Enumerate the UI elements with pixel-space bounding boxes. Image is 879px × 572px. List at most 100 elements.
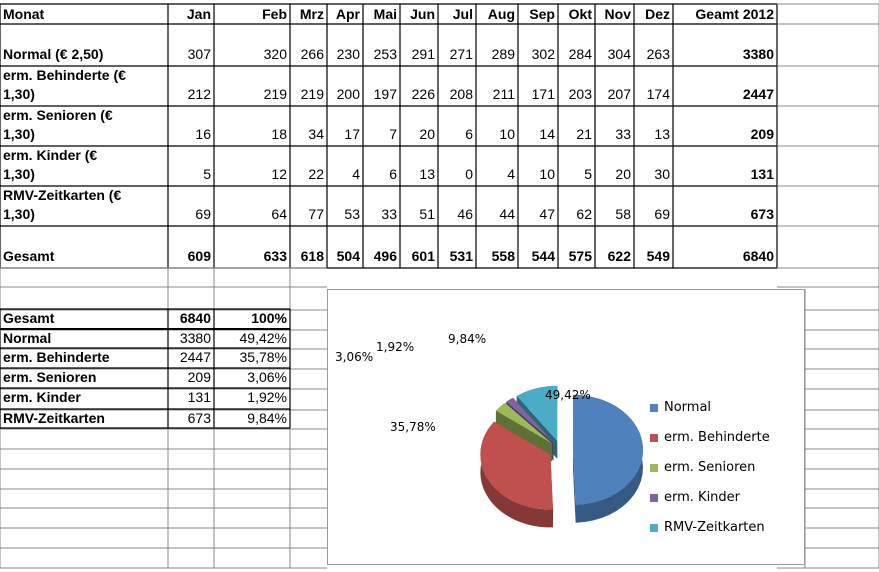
table-cell[interactable]: 7	[389, 126, 397, 142]
table-cell[interactable]: 207	[607, 86, 631, 102]
summary-label[interactable]: erm. Behinderte	[3, 349, 110, 365]
summary-label[interactable]: Gesamt	[3, 310, 55, 326]
table-cell[interactable]: 200	[336, 86, 360, 102]
row-label-line1[interactable]: erm. Kinder (€	[3, 147, 98, 163]
header-mrz[interactable]: Mrz	[299, 6, 324, 22]
table-cell[interactable]: 53	[344, 206, 360, 222]
table-cell[interactable]: 5	[203, 166, 211, 182]
table-cell[interactable]: 226	[411, 86, 435, 102]
pie-slice-normal[interactable]	[572, 394, 643, 505]
row-label-line1[interactable]: RMV-Zeitkarten (€	[3, 187, 122, 203]
table-cell[interactable]: 633	[263, 248, 287, 264]
table-cell[interactable]: 302	[531, 46, 555, 62]
table-cell[interactable]: 284	[568, 46, 592, 62]
table-cell[interactable]: 13	[654, 126, 670, 142]
table-cell[interactable]: 13	[419, 166, 435, 182]
summary-label[interactable]: erm. Senioren	[3, 369, 97, 385]
row-label-line1[interactable]: erm. Behinderte (€	[3, 67, 126, 83]
row-total[interactable]: 2447	[742, 86, 774, 102]
pie-chart[interactable]: 49,42% 35,78% 3,06% 1,92% 9,84% Normal erm. B…	[327, 289, 805, 565]
table-cell[interactable]: 219	[300, 86, 324, 102]
table-cell[interactable]: 14	[539, 126, 555, 142]
table-cell[interactable]: 44	[499, 206, 515, 222]
summary-pct[interactable]: 1,92%	[247, 389, 287, 405]
table-cell[interactable]: 609	[187, 248, 211, 264]
table-cell[interactable]: 622	[607, 248, 631, 264]
table-cell[interactable]: 33	[615, 126, 631, 142]
table-cell[interactable]: 601	[411, 248, 435, 264]
summary-pct[interactable]: 100%	[251, 310, 287, 326]
table-cell[interactable]: 18	[271, 126, 287, 142]
table-cell[interactable]: 544	[531, 248, 555, 264]
summary-value[interactable]: 673	[187, 410, 211, 426]
summary-value[interactable]: 3380	[179, 330, 211, 346]
table-cell[interactable]: 208	[449, 86, 473, 102]
table-cell[interactable]: 4	[507, 166, 515, 182]
table-cell[interactable]: 10	[499, 126, 515, 142]
row-total[interactable]: 209	[750, 126, 774, 142]
table-cell[interactable]: 69	[195, 206, 211, 222]
summary-value[interactable]: 209	[187, 369, 211, 385]
summary-label[interactable]: Normal	[3, 330, 52, 346]
table-cell[interactable]: 171	[531, 86, 555, 102]
summary-value[interactable]: 2447	[179, 349, 211, 365]
table-cell[interactable]: 289	[491, 46, 515, 62]
table-cell[interactable]: 304	[607, 46, 631, 62]
table-cell[interactable]: 549	[646, 248, 670, 264]
table-cell[interactable]: 253	[373, 46, 397, 62]
table-cell[interactable]: 33	[381, 206, 397, 222]
header-sep[interactable]: Sep	[529, 6, 555, 22]
table-cell[interactable]: 219	[263, 86, 287, 102]
table-cell[interactable]: 203	[568, 86, 592, 102]
table-cell[interactable]: 197	[373, 86, 397, 102]
table-cell[interactable]: 62	[576, 206, 592, 222]
row-total[interactable]: 3380	[742, 46, 774, 62]
header-okt[interactable]: Okt	[568, 6, 592, 22]
row-label[interactable]: 1,30)	[3, 166, 35, 182]
pie-slice-rmv-zeitkarten[interactable]	[516, 385, 558, 441]
summary-pct[interactable]: 3,06%	[247, 369, 287, 385]
table-cell[interactable]: 307	[187, 46, 211, 62]
table-cell[interactable]: 6	[389, 166, 397, 182]
table-cell[interactable]: 575	[568, 248, 592, 264]
pie-slice-erm-senioren[interactable]	[495, 402, 553, 444]
header-apr[interactable]: Apr	[335, 6, 360, 22]
row-label[interactable]: Normal (€ 2,50)	[3, 46, 104, 62]
row-total[interactable]: 6840	[742, 248, 774, 264]
summary-pct[interactable]: 49,42%	[239, 330, 287, 346]
row-label[interactable]: 1,30)	[3, 206, 35, 222]
table-cell[interactable]: 21	[576, 126, 592, 142]
table-cell[interactable]: 77	[308, 206, 324, 222]
summary-value[interactable]: 6840	[179, 310, 211, 326]
table-cell[interactable]: 618	[300, 248, 324, 264]
summary-value[interactable]: 131	[187, 389, 211, 405]
table-cell[interactable]: 4	[352, 166, 360, 182]
table-cell[interactable]: 5	[584, 166, 592, 182]
summary-label[interactable]: erm. Kinder	[3, 389, 81, 405]
table-cell[interactable]: 12	[271, 166, 287, 182]
table-cell[interactable]: 10	[539, 166, 555, 182]
table-cell[interactable]: 58	[615, 206, 631, 222]
table-cell[interactable]: 263	[646, 46, 670, 62]
table-cell[interactable]: 6	[465, 126, 473, 142]
header-mai[interactable]: Mai	[373, 6, 397, 22]
table-cell[interactable]: 320	[263, 46, 287, 62]
table-cell[interactable]: 46	[457, 206, 473, 222]
table-cell[interactable]: 47	[539, 206, 555, 222]
table-cell[interactable]: 22	[308, 166, 324, 182]
header-jan[interactable]: Jan	[186, 6, 211, 22]
table-cell[interactable]: 51	[419, 206, 435, 222]
row-total[interactable]: 131	[750, 166, 774, 182]
table-cell[interactable]: 230	[336, 46, 360, 62]
table-cell[interactable]: 271	[449, 46, 473, 62]
table-cell[interactable]: 496	[373, 248, 397, 264]
row-label-line1[interactable]: erm. Senioren (€	[3, 107, 113, 123]
table-cell[interactable]: 64	[271, 206, 287, 222]
table-cell[interactable]: 291	[411, 46, 435, 62]
table-cell[interactable]: 266	[300, 46, 324, 62]
header-aug[interactable]: Aug	[487, 6, 515, 22]
table-cell[interactable]: 212	[187, 86, 211, 102]
table-cell[interactable]: 69	[654, 206, 670, 222]
table-cell[interactable]: 34	[308, 126, 324, 142]
